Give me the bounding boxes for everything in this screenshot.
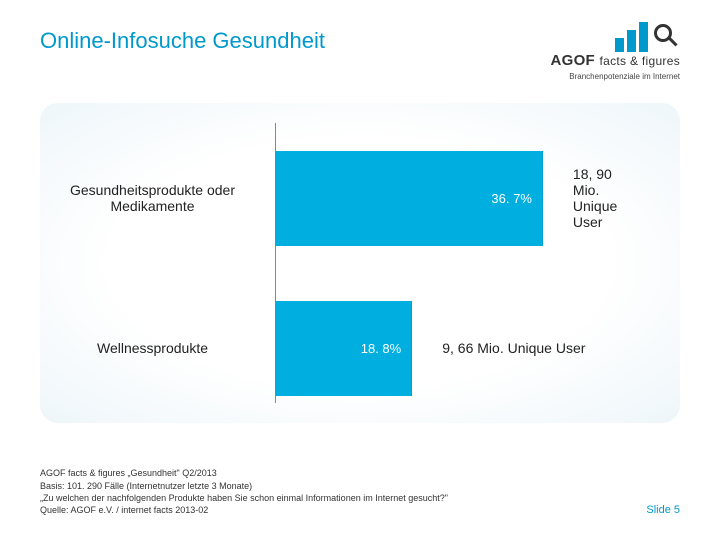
footer: AGOF facts & figures „Gesundheit" Q2/201… (40, 467, 680, 516)
bar-value-label: 18. 8% (361, 341, 401, 356)
bar-annotation: 18, 90 Mio. Unique User (573, 166, 640, 230)
chart-panel: Gesundheitsprodukte oder Medikamente 36.… (40, 103, 680, 423)
bar-area: 18. 8% 9, 66 Mio. Unique User (275, 283, 640, 413)
logo-suffix: facts & figures (599, 54, 680, 68)
bar-annotation: 9, 66 Mio. Unique User (442, 340, 585, 356)
magnifier-icon (654, 24, 680, 50)
page-title: Online-Infosuche Gesundheit (40, 28, 325, 54)
footer-line: AGOF facts & figures „Gesundheit" Q2/201… (40, 467, 680, 479)
logo-brand: AGOF (550, 52, 595, 69)
logo-text: AGOF facts & figures (550, 52, 680, 70)
chart-row: Wellnessprodukte 18. 8% 9, 66 Mio. Uniqu… (40, 283, 660, 413)
footer-line: Quelle: AGOF e.V. / internet facts 2013-… (40, 504, 680, 516)
bar-value-label: 36. 7% (491, 191, 531, 206)
chart-row: Gesundheitsprodukte oder Medikamente 36.… (40, 133, 660, 263)
footer-line: Basis: 101. 290 Fälle (Internetnutzer le… (40, 480, 680, 492)
logo-tagline: Branchenpotenziale im Internet (569, 72, 680, 81)
category-label: Gesundheitsprodukte oder Medikamente (40, 182, 265, 214)
header: Online-Infosuche Gesundheit AGOF facts &… (40, 28, 680, 81)
logo-bars-icon (615, 22, 648, 52)
slide-root: Online-Infosuche Gesundheit AGOF facts &… (0, 0, 720, 540)
bar-area: 36. 7% 18, 90 Mio. Unique User (275, 133, 640, 263)
logo-top (615, 22, 680, 52)
bar: 18. 8% (275, 301, 412, 396)
slide-number: Slide 5 (646, 504, 680, 516)
footer-line: „Zu welchen der nachfolgenden Produkte h… (40, 492, 680, 504)
bar: 36. 7% (275, 151, 543, 246)
logo: AGOF facts & figures Branchenpotenziale … (550, 22, 680, 81)
category-label: Wellnessprodukte (40, 340, 265, 356)
